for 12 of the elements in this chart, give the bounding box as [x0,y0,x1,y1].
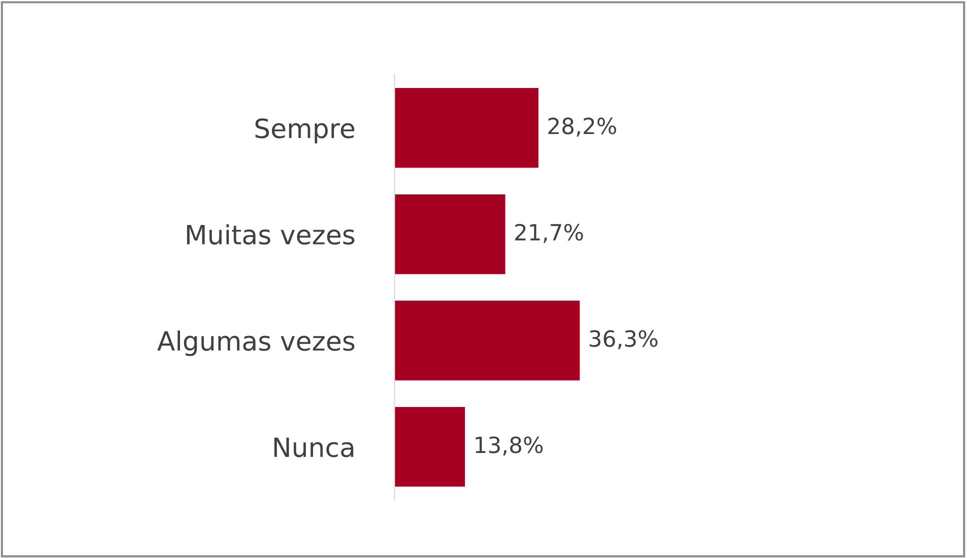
y-tick-label: Muitas vezes [187,224,354,245]
bar [394,406,465,487]
y-tick-label: Sempre [255,118,354,144]
data-label: 13,8% [476,436,543,456]
y-tick-label: Nunca [274,438,354,458]
bar [394,300,580,380]
bar [394,194,506,274]
bar [394,88,538,168]
y-tick-label: Algumas vezes [157,330,354,356]
data-label: 21,7% [515,224,583,243]
data-label: 28,2% [548,118,616,137]
data-label: 36,3% [590,330,658,350]
